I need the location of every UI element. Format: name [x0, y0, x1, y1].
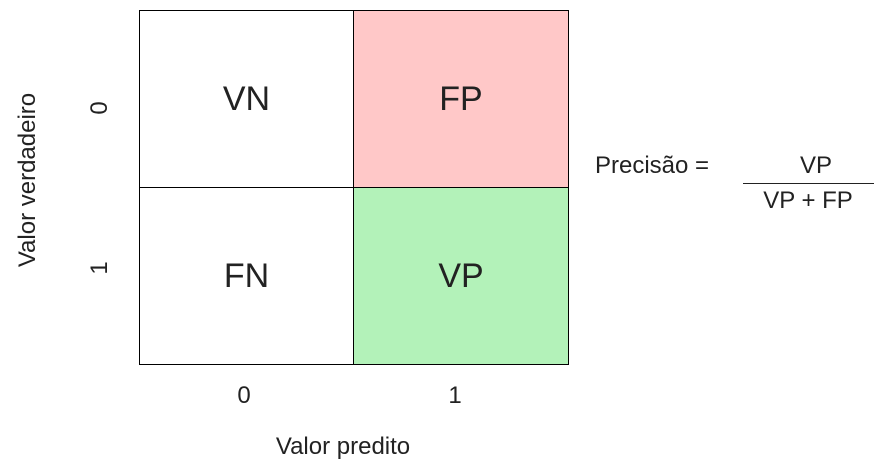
y-axis-label: Valor verdadeiro	[14, 92, 41, 268]
y-tick-1: 1	[86, 261, 113, 275]
formula-label: Precisão =	[595, 152, 710, 179]
confusion-matrix: VN FP FN VP	[139, 10, 569, 365]
y-tick-0: 0	[86, 101, 113, 115]
cell-true-positive: VP	[354, 188, 568, 364]
x-tick-1: 1	[448, 382, 462, 409]
cell-false-positive: FP	[354, 11, 568, 188]
cell-false-negative: FN	[140, 188, 354, 364]
x-tick-0: 0	[237, 382, 251, 409]
formula-denominator: VP + FP	[763, 187, 853, 214]
formula-numerator: VP	[799, 152, 832, 179]
x-axis-label: Valor predito	[275, 433, 411, 460]
cell-true-negative: VN	[140, 11, 354, 188]
fraction-bar	[743, 183, 874, 184]
